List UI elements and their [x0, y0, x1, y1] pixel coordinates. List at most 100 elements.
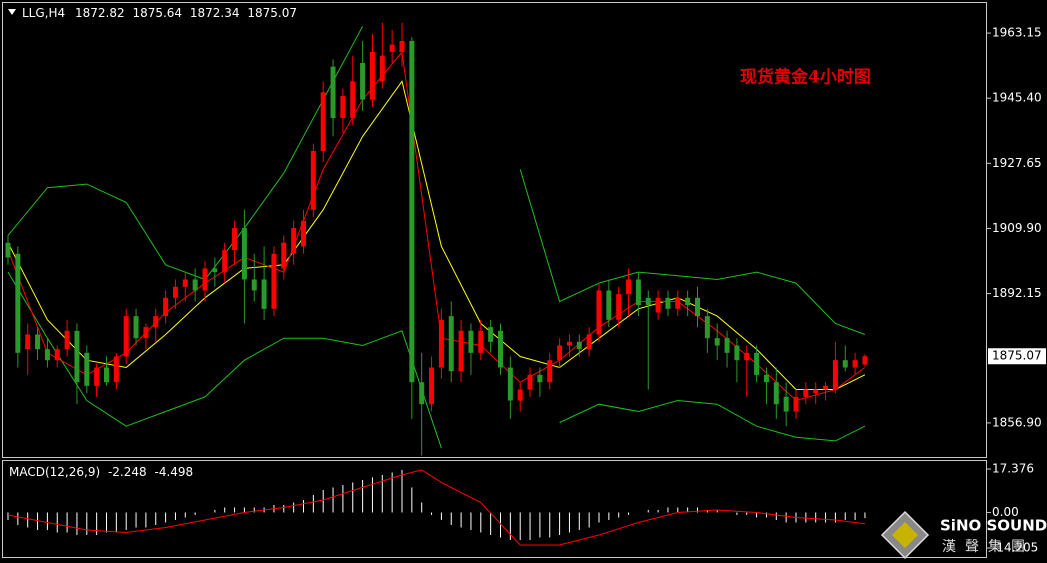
candle-body — [803, 389, 809, 397]
candle-body — [763, 374, 769, 383]
candle-body — [557, 345, 563, 361]
y-tick-label: 1963.15 — [992, 26, 1042, 40]
candle-body — [616, 294, 622, 320]
close-price: 1875.07 — [247, 6, 297, 20]
candle-body — [291, 228, 297, 254]
candle-body — [44, 349, 50, 361]
candle-body — [212, 268, 218, 273]
candle-body — [714, 338, 720, 346]
candle-body — [507, 367, 513, 401]
candle-body — [153, 316, 159, 328]
candle-body — [123, 316, 129, 357]
candle-body — [202, 268, 208, 291]
logo-subtitle: 漢聲集團 — [942, 538, 1034, 555]
candle-body — [842, 360, 848, 368]
open-price: 1872.82 — [75, 6, 125, 20]
y-tick-label: -14.205 — [992, 541, 1038, 555]
candle-body — [182, 279, 188, 287]
candle-body — [498, 330, 503, 368]
candle-body — [635, 279, 641, 306]
y-tick-label: 0.00 — [992, 505, 1019, 519]
candle-body — [389, 44, 395, 52]
candle-body — [606, 290, 612, 320]
candle-body — [823, 385, 829, 390]
candle-body — [64, 330, 70, 350]
candle-body — [645, 297, 651, 306]
candle-body — [448, 316, 454, 372]
candle-body — [586, 334, 592, 350]
main-panel — [2, 2, 987, 458]
candle-body — [320, 92, 326, 152]
candle-body — [547, 360, 553, 383]
y-tick-label: 1892.15 — [992, 286, 1042, 300]
indicator-line — [7, 80, 866, 390]
candle-body — [25, 334, 31, 350]
annotation: 现货黄金4小时图 — [740, 67, 871, 88]
plot-area: 1963.15 1945.40 1927.65 1909.90 1892.15 1856.… — [5, 22, 1046, 555]
candle-body — [84, 352, 90, 386]
candle-body — [695, 297, 700, 317]
y-tick-label: 17.376 — [992, 461, 1034, 475]
candle-body — [832, 360, 838, 390]
candle-body — [429, 367, 435, 405]
candle-body — [734, 345, 740, 361]
candle-body — [488, 327, 494, 342]
candle-body — [754, 352, 760, 375]
candle-body — [862, 356, 868, 365]
candle-body — [665, 297, 671, 309]
candle-body — [261, 279, 267, 309]
y-tick-label: 1909.90 — [992, 221, 1042, 235]
candle-body — [35, 334, 41, 350]
candle-body — [94, 367, 100, 386]
candle-body — [192, 279, 198, 291]
candle-body — [301, 220, 306, 247]
low-price: 1872.34 — [190, 6, 240, 20]
candle-body — [399, 40, 405, 52]
indicator-line — [7, 469, 865, 546]
candle-body — [409, 40, 415, 383]
candle-body — [793, 396, 799, 412]
candle-body — [133, 316, 139, 339]
logo-inner — [892, 522, 918, 548]
candle-body — [566, 341, 572, 346]
candle-body — [241, 228, 247, 280]
y-tick-label: 1856.90 — [992, 415, 1042, 429]
candle-body — [54, 349, 60, 361]
candle-body — [369, 51, 375, 100]
candle-body — [655, 297, 661, 313]
macd-panel — [2, 460, 987, 558]
candle-body — [379, 55, 385, 82]
candle-body — [537, 374, 543, 383]
candle-body — [576, 341, 582, 350]
menu-arrow — [8, 9, 16, 15]
price-label: 1875.07 — [992, 349, 1042, 363]
high-price: 1875.64 — [132, 6, 182, 20]
candle-body — [438, 319, 444, 368]
candle-body — [517, 389, 523, 401]
candle-body — [783, 396, 789, 412]
candle-body — [143, 327, 149, 339]
candle-body — [310, 151, 316, 210]
candle-body — [704, 316, 710, 339]
candle-body — [852, 360, 858, 368]
symbol: LLG,H4 — [22, 6, 65, 20]
candle-body — [685, 297, 691, 306]
candle-body — [15, 253, 21, 353]
candle-body — [232, 228, 238, 251]
logo-name: SiNO SOUND — [940, 517, 1047, 535]
candle-body — [527, 374, 533, 390]
candle-body — [675, 297, 681, 309]
candle-body — [626, 279, 632, 295]
candle-body — [724, 338, 730, 353]
candle-body — [744, 352, 750, 361]
candle-body — [222, 250, 228, 273]
macd-title: MACD(12,26,9) — [9, 465, 100, 479]
candle-body — [596, 290, 602, 335]
candle-body — [458, 330, 464, 372]
header: LLG,H4 1872.82 1875.64 1872.34 1875.07 — [22, 6, 297, 20]
candle-body — [281, 242, 287, 269]
candle-body — [350, 81, 356, 119]
